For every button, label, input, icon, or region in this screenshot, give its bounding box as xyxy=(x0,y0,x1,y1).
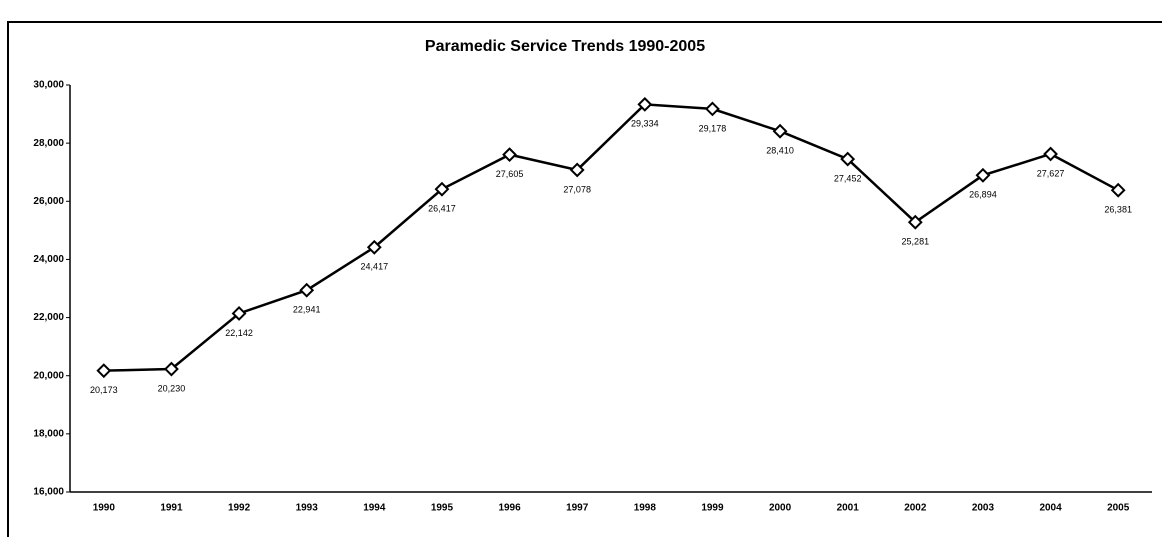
data-label: 27,078 xyxy=(563,184,591,194)
data-label: 24,417 xyxy=(361,262,389,272)
x-tick-label: 2000 xyxy=(769,503,792,514)
x-tick-label: 2005 xyxy=(1107,503,1130,514)
data-label: 27,627 xyxy=(1037,168,1065,178)
x-tick-label: 1998 xyxy=(634,503,657,514)
data-label: 20,230 xyxy=(158,383,186,393)
y-tick-label: 20,000 xyxy=(33,370,64,381)
y-tick-label: 24,000 xyxy=(33,254,64,265)
x-tick-label: 1992 xyxy=(228,503,251,514)
y-tick-label: 22,000 xyxy=(33,312,64,323)
data-label: 27,452 xyxy=(834,173,862,183)
data-label: 26,894 xyxy=(969,190,997,200)
marker xyxy=(502,147,517,163)
x-tick-label: 1990 xyxy=(93,503,116,514)
y-tick-label: 30,000 xyxy=(33,80,64,91)
x-tick-label: 1999 xyxy=(701,503,724,514)
marker xyxy=(434,181,450,197)
marker xyxy=(299,282,315,298)
marker xyxy=(1043,146,1058,162)
data-label: 25,281 xyxy=(902,237,930,247)
x-tick-label: 2003 xyxy=(972,503,995,514)
marker xyxy=(231,306,247,321)
y-tick-label: 16,000 xyxy=(33,487,64,498)
marker xyxy=(569,162,585,178)
data-label: 26,417 xyxy=(428,204,456,214)
y-tick-label: 28,000 xyxy=(33,138,64,149)
marker xyxy=(772,123,788,139)
data-label: 20,173 xyxy=(90,385,118,395)
marker xyxy=(164,361,179,377)
x-tick-label: 1994 xyxy=(363,503,386,514)
chart-frame xyxy=(7,21,1162,537)
marker xyxy=(96,363,112,379)
x-tick-label: 2004 xyxy=(1039,503,1062,514)
data-label: 28,410 xyxy=(766,146,794,156)
marker xyxy=(840,151,856,167)
x-tick-label: 2001 xyxy=(837,503,860,514)
marker xyxy=(975,167,991,183)
data-label: 27,605 xyxy=(496,169,524,179)
data-label: 22,941 xyxy=(293,305,321,315)
line xyxy=(103,103,1119,372)
y-tick-label: 18,000 xyxy=(33,428,64,439)
x-tick-label: 1993 xyxy=(296,503,319,514)
x-tick-label: 1995 xyxy=(431,503,454,514)
marker xyxy=(907,214,923,230)
data-label: 29,334 xyxy=(631,119,659,129)
x-tick-label: 1996 xyxy=(498,503,521,514)
x-tick-label: 1991 xyxy=(160,503,183,514)
y-tick-label: 26,000 xyxy=(33,196,64,207)
marker xyxy=(637,96,653,112)
marker xyxy=(705,101,720,117)
data-label: 29,178 xyxy=(699,123,727,133)
chart-title: Paramedic Service Trends 1990-2005 xyxy=(425,38,705,55)
x-tick-label: 2002 xyxy=(904,503,927,514)
x-tick-label: 1997 xyxy=(566,503,589,514)
data-label: 26,381 xyxy=(1104,205,1132,215)
data-label: 22,142 xyxy=(225,328,253,338)
marker xyxy=(366,239,382,255)
marker xyxy=(1110,182,1126,198)
